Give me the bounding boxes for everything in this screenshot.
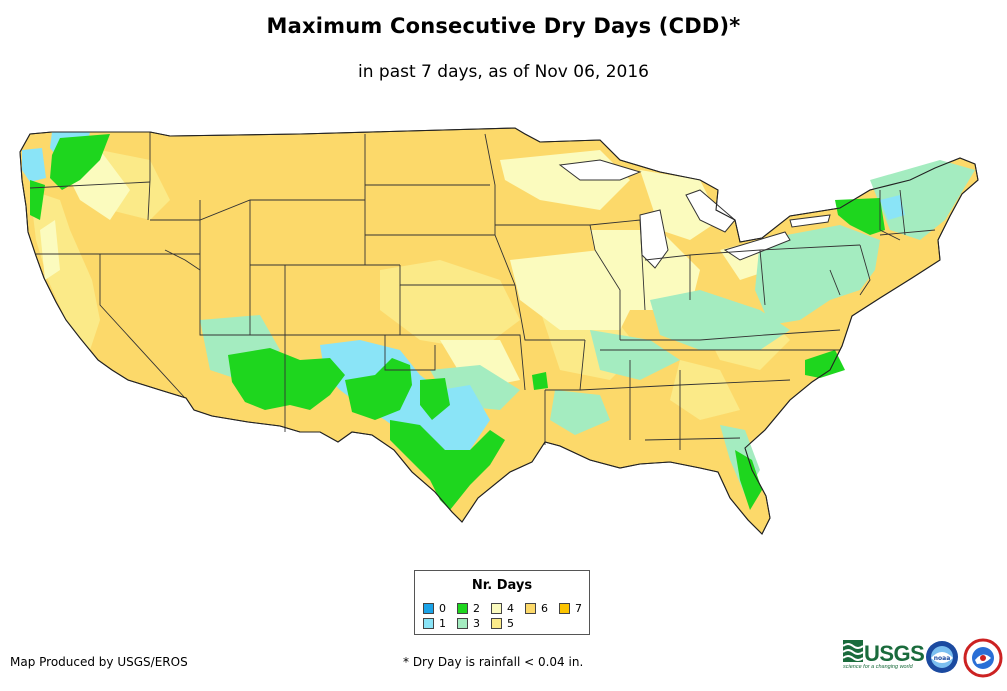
noaa-logo-icon: noaa: [926, 641, 958, 673]
map-subtitle: in past 7 days, as of Nov 06, 2016: [358, 62, 649, 82]
legend: Nr. Days 0 1 2 3 4 5 6 7: [414, 570, 590, 635]
svg-text:noaa: noaa: [934, 655, 951, 662]
map-credit: Map Produced by USGS/EROS: [10, 655, 188, 669]
legend-swatch-5: [491, 618, 502, 629]
legend-item-3: 3: [457, 618, 480, 630]
legend-title: Nr. Days: [471, 578, 533, 593]
legend-item-4: 4: [491, 603, 514, 615]
us-outline: [19, 127, 979, 535]
legend-swatch-3: [457, 618, 468, 629]
legend-item-5: 5: [491, 618, 514, 630]
legend-item-1: 1: [423, 618, 446, 630]
legend-item-6: 6: [525, 603, 548, 615]
legend-swatch-2: [457, 603, 468, 614]
usgs-logo-text: USGS: [864, 641, 925, 666]
cdd-2-day-regions: [30, 134, 885, 510]
legend-swatch-0: [423, 603, 434, 614]
legend-swatch-4: [491, 603, 502, 614]
usgs-tagline: science for a changing world: [843, 664, 913, 670]
map-title: Maximum Consecutive Dry Days (CDD)*: [266, 14, 741, 38]
usgs-logo-icon: [843, 640, 863, 662]
legend-item-0: 0: [423, 603, 446, 615]
great-lakes: [558, 159, 831, 269]
us-cdd-map: [19, 127, 979, 535]
dry-day-footnote: * Dry Day is rainfall < 0.04 in.: [403, 655, 584, 669]
nws-logo-icon: [963, 638, 1003, 678]
legend-swatch-1: [423, 618, 434, 629]
state-boundaries: [29, 132, 936, 450]
legend-item-2: 2: [457, 603, 480, 615]
cdd-1-day-regions: [22, 132, 905, 460]
legend-swatch-6: [525, 603, 536, 614]
legend-item-7: 7: [559, 603, 582, 615]
legend-swatch-7: [559, 603, 570, 614]
